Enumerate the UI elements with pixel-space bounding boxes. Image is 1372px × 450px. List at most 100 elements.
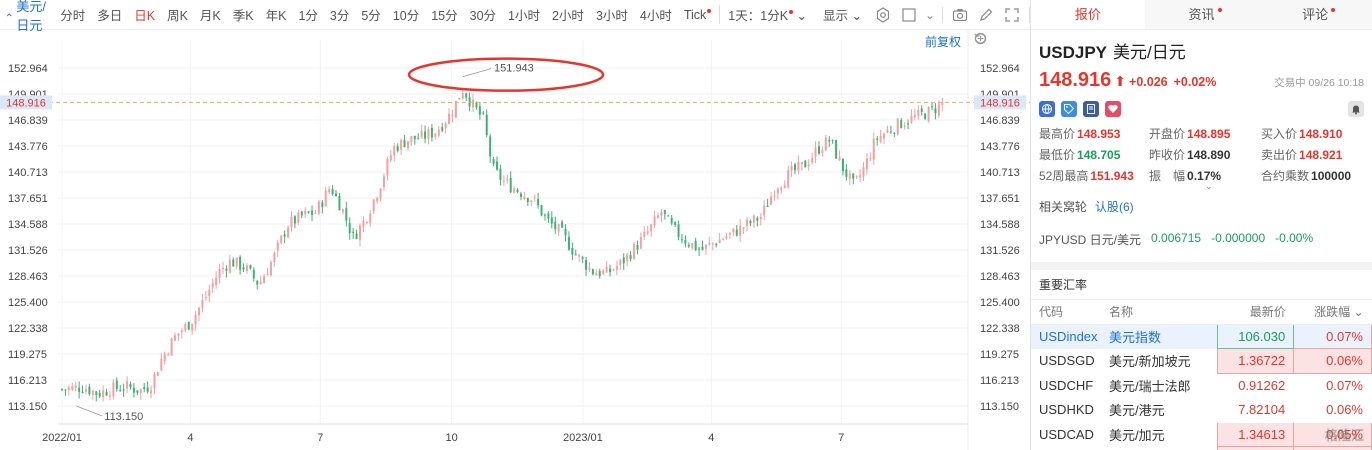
- heart-icon[interactable]: [1105, 101, 1121, 117]
- candle-body: [441, 127, 444, 131]
- candle-body: [561, 221, 564, 228]
- col-name[interactable]: 名称: [1101, 300, 1218, 325]
- expand-icon[interactable]: ⌄: [1205, 181, 1213, 191]
- candle-body: [574, 254, 577, 256]
- interval-tab[interactable]: 5分: [355, 5, 386, 24]
- candle-body: [643, 231, 646, 237]
- candle-body: [252, 269, 255, 279]
- candle-body: [358, 225, 361, 240]
- watermark: 格隆汇: [1324, 428, 1364, 443]
- collapse-icon[interactable]: [6, 9, 12, 21]
- candle-body: [615, 266, 618, 271]
- stat-label: 振 幅: [1149, 169, 1186, 183]
- table-row[interactable]: NZDUSD新西兰元/美元0.597010.05%: [1031, 446, 1372, 450]
- table-row[interactable]: USDCAD 美元/加元 1.34613 0.05%: [1031, 421, 1372, 447]
- settings-icon[interactable]: [874, 6, 892, 24]
- interval-tab[interactable]: 2小时: [546, 5, 590, 24]
- candle-body: [506, 179, 509, 181]
- candle-body: [591, 269, 594, 275]
- table-row[interactable]: USDSGD 美元/新加坡元 1.36722 0.06%: [1031, 348, 1372, 374]
- interval-tabs: 分时 多日 日K 周K 月K 季K 年K 1分 3分 5分 10分 15分 30分 1小时 2小时 3小时 4小…: [54, 5, 717, 24]
- interval-tab[interactable]: 季K: [227, 5, 260, 24]
- candle-body: [674, 222, 677, 225]
- camera-icon[interactable]: [951, 6, 969, 24]
- interval-tab[interactable]: 周K: [161, 5, 194, 24]
- panel-tab-label: 资讯: [1188, 7, 1215, 22]
- interval-tab[interactable]: 30分: [464, 5, 502, 24]
- candle-body: [845, 169, 848, 177]
- candle-body: [636, 244, 639, 250]
- interval-tab[interactable]: 15分: [425, 5, 463, 24]
- candle-body: [406, 141, 409, 149]
- quote-title: USDJPY 美元/日元: [1039, 38, 1364, 63]
- candle-body: [547, 213, 550, 219]
- candle-body: [828, 140, 831, 142]
- candle-body: [362, 220, 365, 228]
- book-icon[interactable]: [1083, 101, 1099, 117]
- interval-tab[interactable]: 年K: [260, 5, 293, 24]
- candle-body: [653, 216, 656, 226]
- candle-body: [153, 373, 156, 389]
- candle-body: [403, 140, 406, 147]
- bell-icon[interactable]: [1348, 101, 1364, 117]
- interval-tab[interactable]: 多日: [91, 5, 128, 24]
- col-price[interactable]: 最新价: [1217, 300, 1294, 325]
- cross-rate[interactable]: JPYUSD 日元/美元 0.006715 -0.000000 -0.00%: [1031, 215, 1372, 248]
- globe-icon[interactable]: [1039, 101, 1055, 117]
- table-row[interactable]: USDCHF 美元/瑞士法郎 0.91262 0.07%: [1031, 373, 1372, 398]
- candle-body: [122, 389, 125, 391]
- candle-body: [163, 353, 166, 362]
- candle-body: [317, 201, 320, 214]
- panel-tab[interactable]: 评论: [1258, 0, 1372, 29]
- interval-tab[interactable]: 分时: [54, 5, 91, 24]
- candle-body: [900, 120, 903, 129]
- cross-pct: -0.00%: [1275, 231, 1314, 245]
- interval-tab[interactable]: 月K: [194, 5, 227, 24]
- adjust-mode-label[interactable]: 前复权: [924, 35, 961, 49]
- interval-tab[interactable]: 日K: [128, 5, 161, 24]
- rate-pct: 0.07%: [1326, 377, 1363, 393]
- y-tick-label: 116.213: [8, 375, 47, 387]
- kline-chart[interactable]: 152.964 152.964 149.901 149.901 146.839 146.8…: [0, 30, 1030, 450]
- candle-body: [704, 244, 707, 249]
- col-code[interactable]: 代码: [1031, 300, 1101, 325]
- interval-tab[interactable]: 10分: [387, 5, 425, 24]
- pair-selector[interactable]: 美元/日元: [0, 0, 54, 34]
- candle-body: [492, 159, 495, 165]
- panel-tab[interactable]: 资讯: [1145, 0, 1259, 29]
- col-pct[interactable]: 涨跌幅 ⌄: [1293, 300, 1372, 325]
- zoom-out-icon[interactable]: [974, 32, 1006, 46]
- rate-code: USDHKD: [1039, 402, 1094, 418]
- cross-code: JPYUSD 日元/美元: [1039, 233, 1142, 247]
- candle-body: [581, 257, 584, 259]
- zoom-in-icon[interactable]: [974, 32, 1024, 46]
- interval-tab[interactable]: 1小时: [502, 5, 546, 24]
- table-row[interactable]: USDHKD 美元/港元 7.82104 0.06%: [1031, 398, 1372, 423]
- candle-body: [656, 215, 659, 218]
- fullscreen-icon[interactable]: [1003, 6, 1021, 24]
- tag-icon[interactable]: [1061, 101, 1077, 117]
- candle-body: [482, 112, 485, 114]
- candle-body: [160, 358, 163, 371]
- interval-tab[interactable]: 1分: [292, 5, 323, 24]
- interval-tab[interactable]: 3分: [324, 5, 355, 24]
- interval-tab[interactable]: Tick: [678, 8, 717, 22]
- rate-pct: 0.05%: [1293, 421, 1372, 447]
- table-row[interactable]: USDindex 美元指数 106.030 0.07%: [1031, 323, 1372, 349]
- panel-tab[interactable]: 报价: [1031, 0, 1145, 29]
- multi-period-dropdown[interactable]: 1天：1分K ⌄: [719, 5, 815, 24]
- interval-tab[interactable]: 4小时: [634, 5, 678, 24]
- interval-tab[interactable]: 3小时: [590, 5, 634, 24]
- draw-icon[interactable]: [977, 6, 995, 24]
- candle-body: [571, 247, 574, 255]
- stat-label: 昨收价: [1149, 148, 1186, 162]
- related-link[interactable]: 认股(6): [1095, 200, 1134, 214]
- candle-body: [242, 267, 245, 270]
- chevron-down-icon[interactable]: ⌄: [924, 7, 936, 22]
- candle-body: [920, 108, 923, 112]
- display-dropdown[interactable]: 显示 ⌄: [815, 5, 870, 24]
- candle-body: [61, 389, 63, 391]
- interval-label: 多日: [97, 9, 123, 23]
- layout-icon[interactable]: [900, 6, 918, 24]
